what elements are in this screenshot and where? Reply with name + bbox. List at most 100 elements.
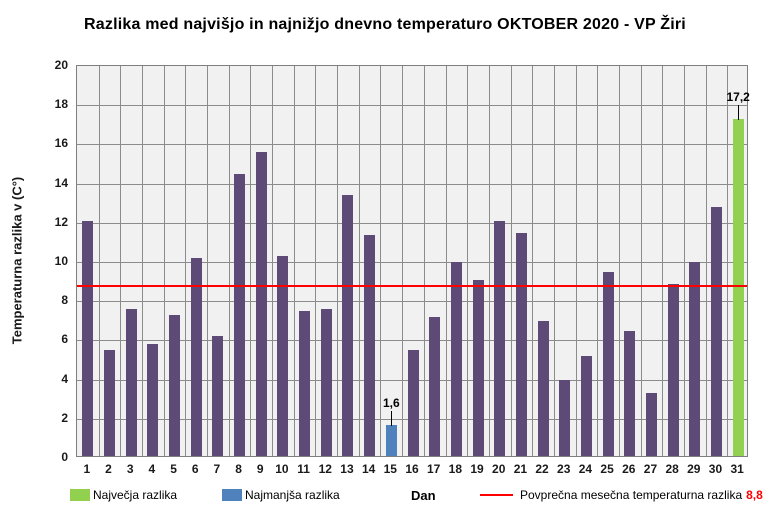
- y-tick-label-0: 0: [61, 450, 68, 464]
- gridline-vertical: [120, 66, 122, 456]
- gridline-vertical: [662, 66, 664, 456]
- legend-avg-label: Povprečna mesečna temperaturna razlika: [520, 488, 743, 502]
- y-tick-label-6: 6: [61, 332, 68, 347]
- gridline-horizontal: [77, 105, 747, 107]
- x-tick-label-28: 28: [665, 462, 679, 476]
- x-tick-label-6: 6: [191, 462, 199, 476]
- bar-day-1: [82, 220, 94, 456]
- bar-day-3: [125, 309, 137, 456]
- x-tick-label-30: 30: [708, 462, 723, 476]
- y-axis-ticks: 0 2 4 6 8 10 12 14 16 18 20: [30, 58, 68, 464]
- x-tick-label-5: 5: [170, 462, 177, 476]
- gridline-vertical: [358, 66, 360, 456]
- gridline-horizontal: [77, 222, 747, 224]
- bar-day-13: [342, 195, 354, 456]
- legend-min-label: Najmanjša razlika: [245, 488, 340, 502]
- gridline-vertical: [272, 66, 274, 456]
- bar-day-9: [255, 152, 267, 456]
- x-axis-ticks: 1 2 3 4 5 6 7 8 9 10 11 12 13 14 15 16 17 18 19 20 21 22 23 24 2…: [76, 462, 748, 478]
- legend: Največja razlika Najmanjša razlika Dan P…: [0, 484, 770, 506]
- x-tick-label-23: 23: [557, 462, 571, 476]
- gridline-vertical: [575, 66, 577, 456]
- x-tick-label-25: 25: [600, 462, 614, 476]
- gridline-vertical: [98, 66, 100, 456]
- x-tick-label-1: 1: [83, 462, 91, 476]
- gridline-vertical: [228, 66, 230, 456]
- x-tick-label-19: 19: [470, 462, 484, 476]
- gridline-vertical: [640, 66, 642, 456]
- gridline-vertical: [163, 66, 165, 456]
- average-line: [77, 284, 747, 287]
- x-tick-label-20: 20: [492, 462, 506, 476]
- x-tick-label-12: 12: [318, 462, 332, 476]
- gridline-vertical: [293, 66, 295, 456]
- gridline-vertical: [315, 66, 317, 456]
- gridline-horizontal: [77, 301, 747, 303]
- annotation-leader-day-15: [391, 410, 393, 426]
- y-tick-label-18: 18: [54, 97, 68, 112]
- x-tick-label-16: 16: [405, 462, 419, 476]
- bar-day-2: [104, 350, 116, 456]
- x-tick-label-26: 26: [622, 462, 636, 476]
- gridline-vertical: [553, 66, 555, 456]
- bar-day-16: [407, 350, 419, 456]
- gridline-vertical: [402, 66, 404, 456]
- bar-day-7: [212, 336, 224, 456]
- bar-day-27: [645, 393, 657, 456]
- bar-day-31: [732, 118, 744, 456]
- x-tick-label-4: 4: [148, 462, 156, 476]
- gridline-vertical: [532, 66, 534, 456]
- page-title: Razlika med najvišjo in najnižjo dnevno …: [84, 16, 686, 33]
- x-tick-label-7: 7: [213, 462, 221, 476]
- legend-item-avg: Povprečna mesečna temperaturna razlika 8…: [480, 484, 763, 506]
- x-tick-label-18: 18: [448, 462, 463, 476]
- plot-area: 1,6 17,2: [76, 65, 750, 457]
- gridline-vertical: [683, 66, 685, 456]
- x-tick-label-13: 13: [340, 462, 354, 476]
- bar-day-8: [234, 173, 246, 456]
- bar-day-28: [667, 283, 679, 456]
- x-tick-label-21: 21: [513, 462, 528, 476]
- gridline-vertical: [597, 66, 599, 456]
- y-tick-label-16: 16: [54, 136, 68, 151]
- gridline-vertical: [705, 66, 707, 456]
- gridline-horizontal: [77, 340, 747, 342]
- y-tick-label-10: 10: [54, 254, 68, 268]
- legend-item-max: Največja razlika: [70, 484, 177, 506]
- bar-day-19: [472, 279, 484, 456]
- bar-day-25: [602, 271, 614, 456]
- gridline-vertical: [488, 66, 490, 456]
- bar-day-17: [429, 316, 441, 456]
- gridline-vertical: [467, 66, 469, 456]
- x-tick-label-24: 24: [578, 462, 593, 476]
- y-axis-title: Temperaturna razlika v (C°): [9, 176, 25, 345]
- legend-avg-line-sample: [480, 494, 513, 496]
- gridline-vertical: [185, 66, 187, 456]
- x-tick-label-9: 9: [256, 462, 264, 476]
- gridline-vertical: [380, 66, 382, 456]
- x-axis-label-text: Dan: [411, 487, 436, 503]
- y-tick-label-14: 14: [54, 175, 68, 190]
- gridline-horizontal: [77, 183, 747, 185]
- bar-day-14: [364, 234, 376, 456]
- bar-day-12: [320, 309, 332, 456]
- bar-day-20: [494, 220, 506, 456]
- legend-max-label: Največja razlika: [93, 488, 178, 502]
- y-tick-label-8: 8: [61, 293, 68, 308]
- bar-day-21: [515, 232, 527, 456]
- gridline-vertical: [207, 66, 209, 456]
- bar-day-18: [450, 261, 462, 456]
- gridline-horizontal: [77, 262, 747, 263]
- gridline-vertical: [142, 66, 144, 456]
- legend-item-min: Najmanjša razlika: [222, 484, 340, 506]
- legend-max-swatch: [70, 489, 90, 501]
- bar-day-5: [169, 314, 181, 456]
- y-tick-label-12: 12: [54, 214, 68, 229]
- bar-day-26: [624, 330, 636, 456]
- gridline-vertical: [445, 66, 447, 456]
- x-axis-label: Dan: [411, 484, 436, 506]
- y-tick-label-2: 2: [61, 410, 68, 425]
- x-tick-label-3: 3: [126, 462, 134, 476]
- gridline-vertical: [618, 66, 620, 456]
- x-tick-label-31: 31: [730, 462, 744, 476]
